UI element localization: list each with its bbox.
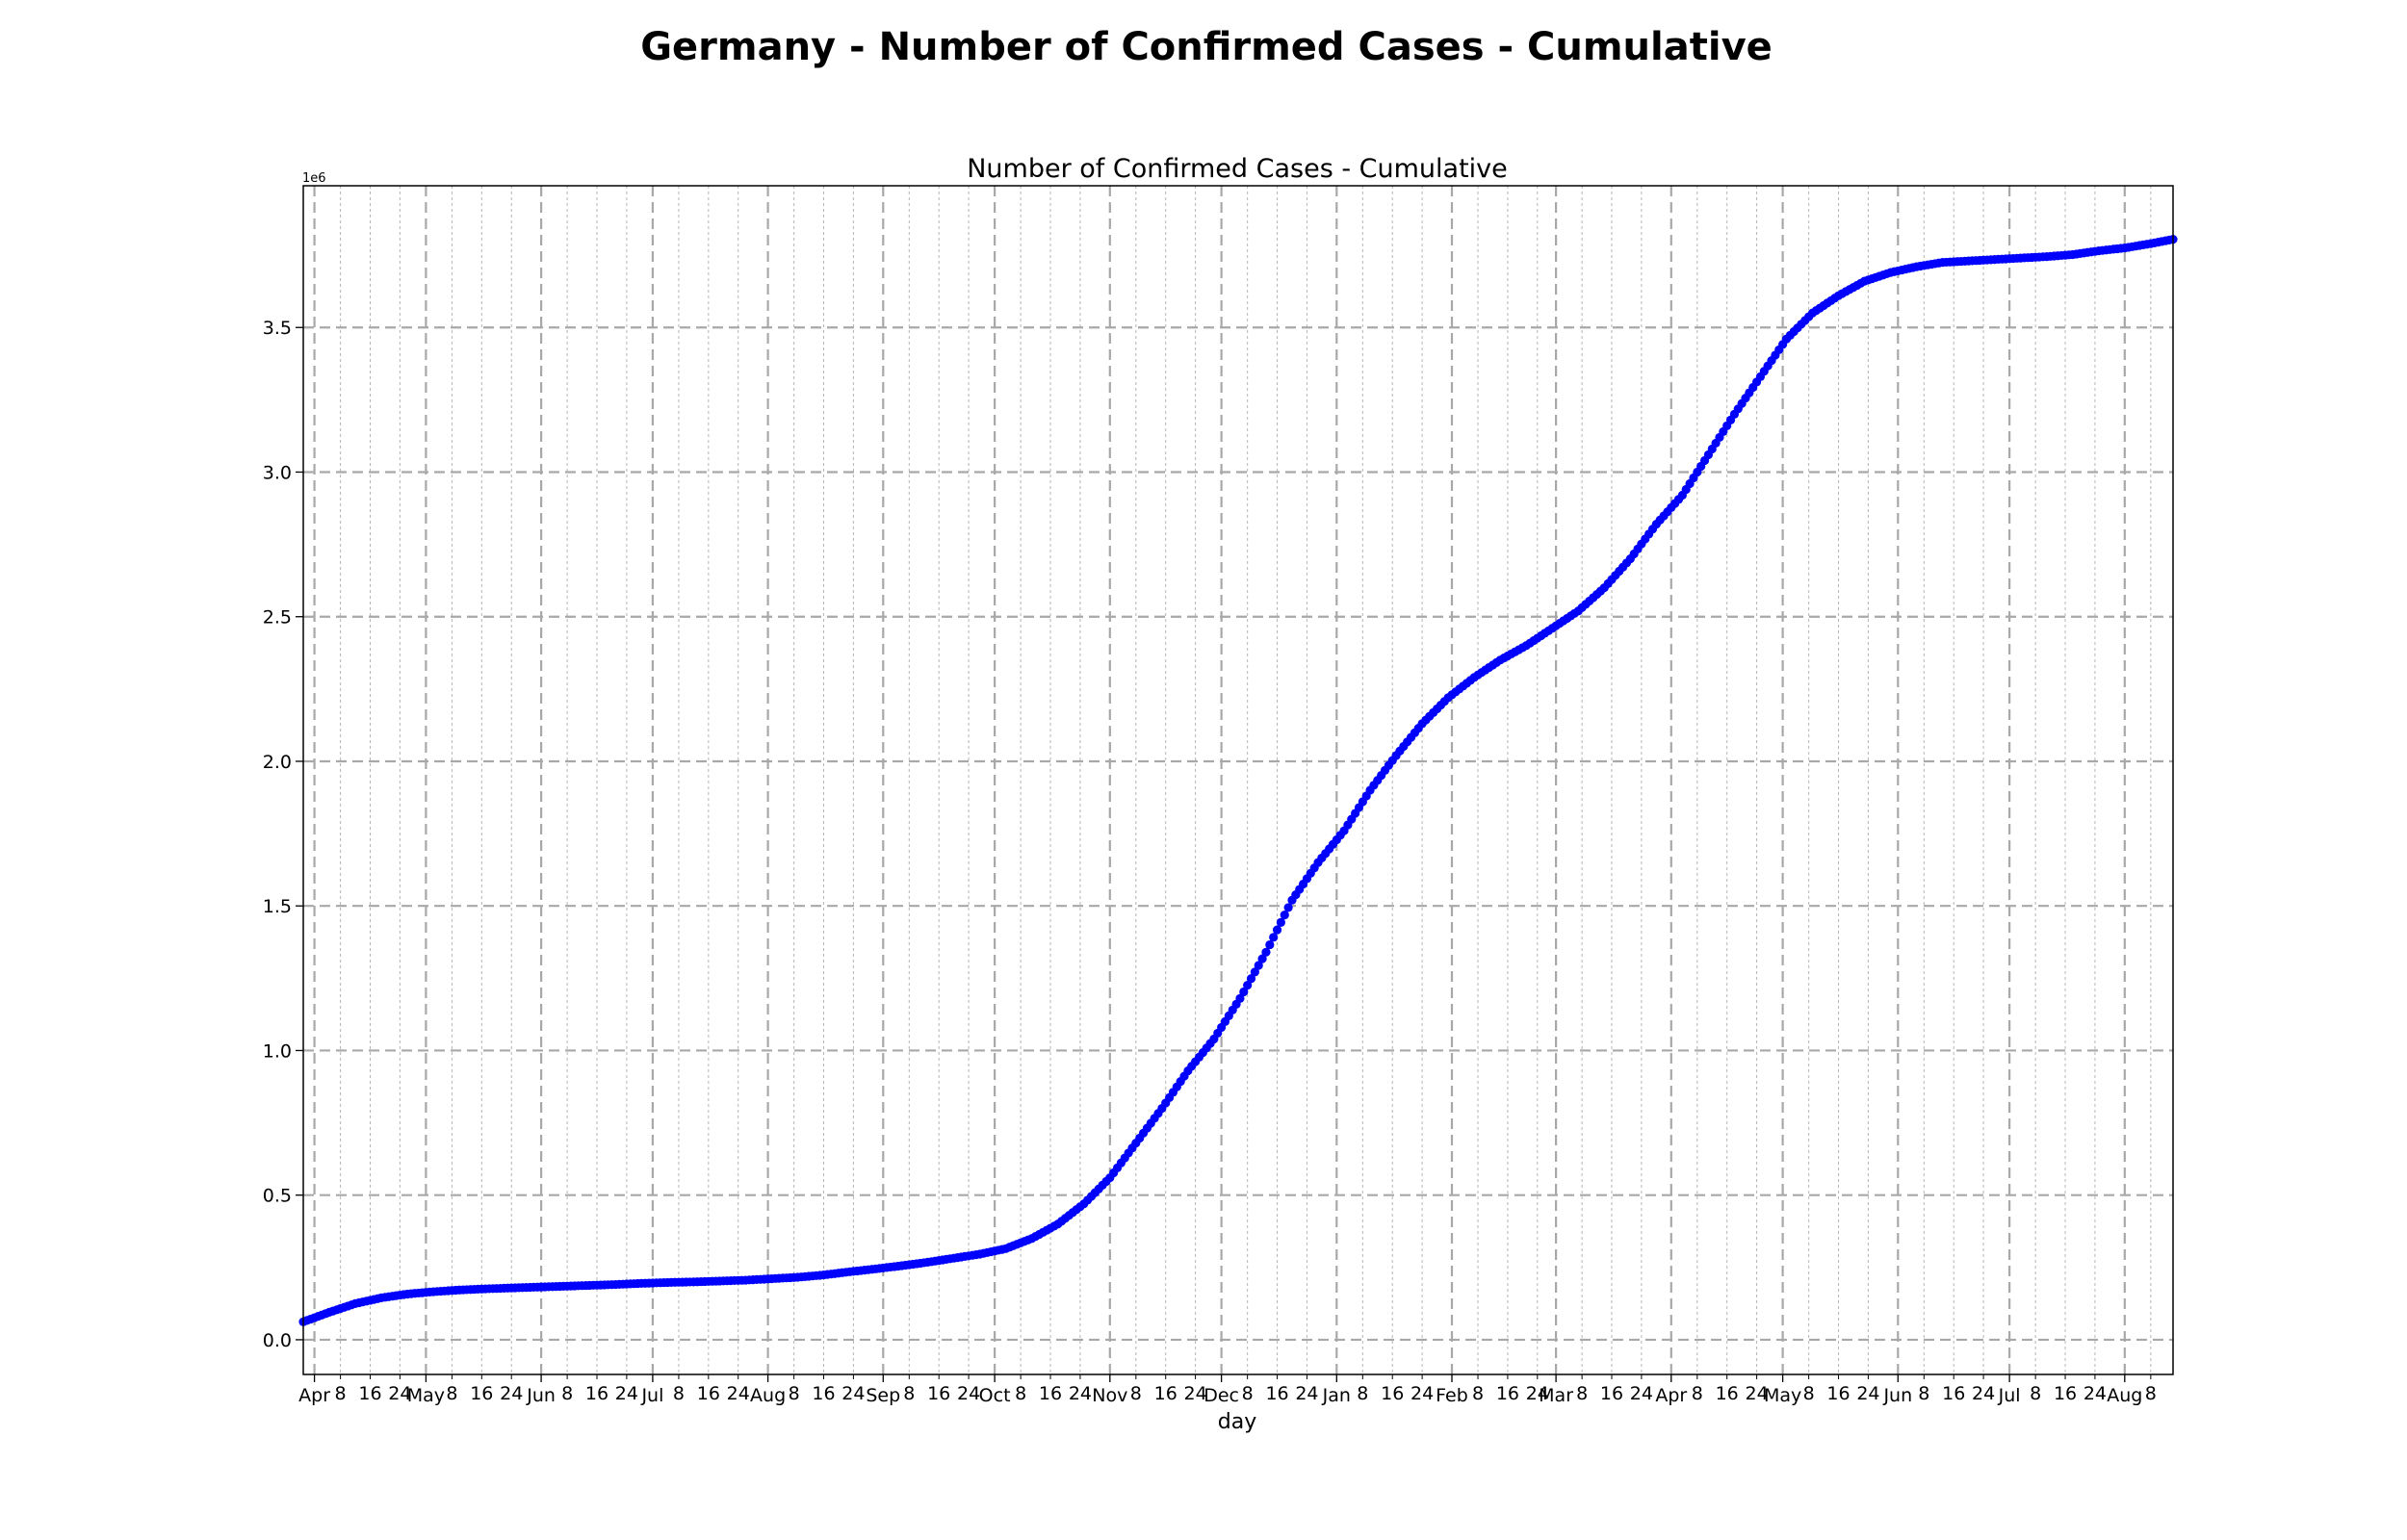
- x-minor-tick-label: 16: [470, 1383, 493, 1404]
- major-gridlines: [303, 186, 2173, 1374]
- x-minor-tick-label: 8: [2145, 1383, 2157, 1404]
- x-minor-tick-label: 16: [1826, 1383, 1850, 1404]
- x-minor-tick-label: 24: [727, 1383, 750, 1404]
- x-minor-tick-label: 16: [1381, 1383, 1404, 1404]
- x-minor-tick-label: 8: [1576, 1383, 1588, 1404]
- x-major-tick-label: Jul: [640, 1385, 663, 1406]
- data-point: [1265, 939, 1275, 950]
- x-axis-label: day: [1218, 1410, 1256, 1434]
- x-minor-tick-label: 8: [673, 1383, 685, 1404]
- x-axis-ticks: 8 16 24 8 16 24 8 16 24 8 16 24 8 16 24 8 16 24 8 16 24 8 16 24…: [298, 1374, 2157, 1406]
- x-minor-tick-label: 8: [1692, 1383, 1703, 1404]
- data-point: [1239, 987, 1249, 997]
- data-point: [1280, 911, 1289, 920]
- x-minor-tick-label: 16: [697, 1383, 720, 1404]
- x-minor-tick-label: 16: [1154, 1383, 1178, 1404]
- x-minor-tick-label: 16: [1265, 1383, 1288, 1404]
- y-tick-label: 1.0: [263, 1040, 292, 1062]
- x-minor-tick-label: 24: [1745, 1383, 1768, 1404]
- y-tick-label: 2.5: [263, 607, 292, 629]
- plot-area: 0.0 0.5 1.0 1.5 2.0 2.5 3.0 3.5 8 16 24 8 16 24 8 16 24…: [263, 185, 2178, 1406]
- x-minor-tick-label: 16: [1716, 1383, 1739, 1404]
- x-minor-tick-label: 16: [1600, 1383, 1623, 1404]
- data-point: [1276, 917, 1285, 927]
- x-minor-tick-label: 24: [957, 1383, 980, 1404]
- axes-frame: [302, 185, 2174, 1375]
- x-minor-tick-label: 16: [1496, 1383, 1519, 1404]
- x-minor-tick-label: 24: [1630, 1383, 1653, 1404]
- x-minor-tick-label: 8: [1472, 1383, 1484, 1404]
- data-point: [1269, 933, 1279, 942]
- x-minor-tick-label: 24: [1411, 1383, 1434, 1404]
- x-major-tick-label: Aug: [750, 1385, 786, 1406]
- data-point: [1246, 974, 1256, 984]
- x-minor-tick-label: 24: [1856, 1383, 1879, 1404]
- data-point: [1254, 961, 1263, 970]
- y-tick-label: 1.5: [263, 896, 292, 917]
- x-minor-tick-label: 24: [1184, 1383, 1207, 1404]
- x-minor-tick-label: 24: [1972, 1383, 1995, 1404]
- x-minor-tick-label: 16: [2054, 1383, 2077, 1404]
- y-tick-label: 3.5: [263, 318, 292, 339]
- data-point: [1261, 947, 1271, 957]
- x-major-tick-label: Apr: [298, 1385, 330, 1406]
- x-minor-tick-label: 8: [903, 1383, 915, 1404]
- x-minor-tick-label: 16: [1942, 1383, 1965, 1404]
- x-major-tick-label: Jun: [526, 1385, 556, 1406]
- x-minor-tick-label: 8: [1803, 1383, 1815, 1404]
- x-major-tick-label: Sep: [866, 1385, 900, 1406]
- x-minor-tick-label: 24: [1295, 1383, 1318, 1404]
- x-minor-tick-label: 8: [1242, 1383, 1254, 1404]
- x-minor-tick-label: 16: [358, 1383, 381, 1404]
- x-major-tick-label: May: [1764, 1385, 1801, 1406]
- y-tick-label: 3.0: [263, 462, 292, 483]
- chart-title: Number of Confirmed Cases - Cumulative: [967, 154, 1508, 184]
- y-axis-ticks: 0.0 0.5 1.0 1.5 2.0 2.5 3.0 3.5: [263, 318, 303, 1351]
- x-major-tick-label: May: [407, 1385, 445, 1406]
- x-major-tick-label: Dec: [1204, 1385, 1239, 1406]
- data-point: [1243, 981, 1253, 990]
- x-major-tick-label: Nov: [1092, 1385, 1127, 1406]
- x-minor-tick-label: 8: [2030, 1383, 2041, 1404]
- figure-title: Germany - Number of Confirmed Cases - Cu…: [640, 25, 1773, 69]
- data-series: [298, 234, 2178, 1326]
- x-minor-tick-label: 16: [927, 1383, 950, 1404]
- x-minor-tick-label: 24: [841, 1383, 865, 1404]
- x-major-tick-label: Jan: [1322, 1385, 1351, 1406]
- x-minor-tick-label: 24: [2083, 1383, 2107, 1404]
- x-minor-tick-label: 8: [335, 1383, 347, 1404]
- x-minor-tick-label: 24: [615, 1383, 638, 1404]
- data-point: [1235, 993, 1245, 1003]
- x-minor-tick-label: 8: [1130, 1383, 1142, 1404]
- x-minor-tick-label: 16: [812, 1383, 835, 1404]
- x-major-tick-label: Aug: [2107, 1385, 2142, 1406]
- x-minor-tick-label: 16: [585, 1383, 608, 1404]
- x-major-tick-label: Jul: [1998, 1385, 2021, 1406]
- y-tick-label: 0.0: [263, 1330, 292, 1351]
- y-tick-label: 0.5: [263, 1186, 292, 1207]
- x-minor-tick-label: 24: [1069, 1383, 1092, 1404]
- x-minor-tick-label: 8: [561, 1383, 573, 1404]
- data-point: [1250, 967, 1259, 977]
- x-major-tick-label: Apr: [1655, 1385, 1687, 1406]
- x-major-tick-label: Feb: [1436, 1385, 1468, 1406]
- x-minor-tick-label: 8: [1015, 1383, 1026, 1404]
- x-minor-tick-label: 24: [388, 1383, 411, 1404]
- x-minor-tick-label: 16: [1039, 1383, 1062, 1404]
- data-point: [1272, 925, 1282, 935]
- x-major-tick-label: Jun: [1882, 1385, 1912, 1406]
- x-minor-tick-label: 8: [789, 1383, 800, 1404]
- data-point: [1283, 903, 1293, 912]
- data-point: [1257, 954, 1267, 963]
- x-minor-tick-label: 8: [446, 1383, 457, 1404]
- x-minor-tick-label: 8: [1357, 1383, 1368, 1404]
- x-minor-tick-label: 24: [1526, 1383, 1549, 1404]
- x-minor-tick-label: 8: [1918, 1383, 1929, 1404]
- x-major-tick-label: Oct: [979, 1385, 1011, 1406]
- y-tick-label: 2.0: [263, 752, 292, 773]
- x-major-tick-label: Mar: [1539, 1385, 1573, 1406]
- x-minor-tick-label: 24: [500, 1383, 523, 1404]
- y-offset-label: 1e6: [302, 171, 326, 186]
